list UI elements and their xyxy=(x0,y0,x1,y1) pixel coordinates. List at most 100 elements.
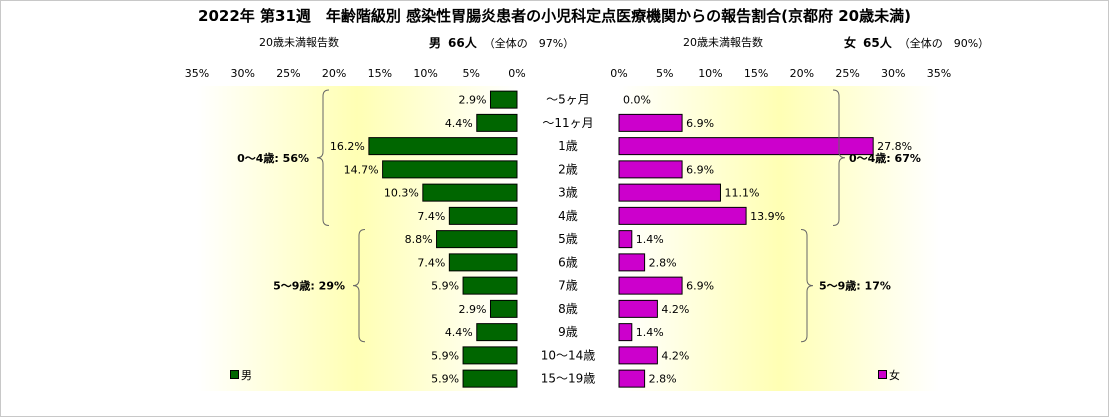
male-data-label: 7.4% xyxy=(417,210,445,223)
female-bar xyxy=(618,369,646,388)
male-data-label: 2.9% xyxy=(459,303,487,316)
male-bar xyxy=(368,137,518,156)
male-group-annotation: 5～9歳: 29% xyxy=(273,279,345,293)
female-bar xyxy=(618,346,658,365)
female-data-label: 11.1% xyxy=(724,187,759,200)
category-label: 4歳 xyxy=(558,209,578,223)
female-bar xyxy=(618,230,633,249)
female-share: （全体の 90%） xyxy=(898,37,990,50)
male-x-tick-label: 30% xyxy=(230,67,254,80)
male-data-label: 14.7% xyxy=(344,163,379,176)
male-bar xyxy=(448,253,518,272)
female-x-tick-label: 5% xyxy=(656,67,673,80)
chart-title: 2022年 第31週 年齢階級別 感染性胃腸炎患者の小児科定点医療機関からの報告… xyxy=(198,7,911,25)
male-data-label: 4.4% xyxy=(445,117,473,130)
female-bar xyxy=(618,253,646,272)
female-data-label: 4.2% xyxy=(661,303,689,316)
male-x-tick-label: 25% xyxy=(276,67,300,80)
male-legend-label: 男 xyxy=(241,369,252,382)
male-data-label: 16.2% xyxy=(330,140,365,153)
male-data-label: 7.4% xyxy=(417,256,445,269)
male-data-label: 5.9% xyxy=(431,349,459,362)
female-bar xyxy=(618,206,747,225)
male-group-annotation: 0～4歳: 56% xyxy=(237,151,309,165)
category-label: 10～14歳 xyxy=(541,348,596,362)
male-legend-swatch xyxy=(230,370,239,379)
female-x-tick-label: 15% xyxy=(744,67,768,80)
female-count: 65人 xyxy=(863,36,892,50)
female-x-tick-label: 25% xyxy=(835,67,859,80)
male-data-label: 5.9% xyxy=(431,280,459,293)
female-x-tick-label: 10% xyxy=(698,67,722,80)
female-legend: 女 xyxy=(878,367,900,383)
male-report-label: 20歳未満報告数 xyxy=(259,36,339,49)
male-brace xyxy=(352,229,366,343)
female-brace xyxy=(832,89,846,226)
male-data-label: 4.4% xyxy=(445,326,473,339)
female-bar xyxy=(618,137,874,156)
female-legend-label: 女 xyxy=(889,369,900,382)
male-bar xyxy=(489,90,518,109)
female-header: 女 65人 （全体の 90%） xyxy=(844,34,989,51)
category-label: 2歳 xyxy=(558,162,578,176)
category-label: 9歳 xyxy=(558,325,578,339)
male-bar xyxy=(462,276,518,295)
male-count: 66人 xyxy=(448,36,477,50)
female-report-label: 20歳未満報告数 xyxy=(683,36,763,49)
category-label: 1歳 xyxy=(558,139,578,153)
female-x-tick-label: 0% xyxy=(610,67,627,80)
female-gender-label: 女 xyxy=(844,36,857,50)
female-data-label: 6.9% xyxy=(686,163,714,176)
female-data-label: 4.2% xyxy=(661,349,689,362)
category-label: 6歳 xyxy=(558,255,578,269)
female-legend-swatch xyxy=(878,370,887,379)
male-bar xyxy=(448,206,518,225)
category-label: 7歳 xyxy=(558,279,578,293)
female-bar xyxy=(618,160,683,179)
female-bar xyxy=(618,299,658,318)
male-brace xyxy=(316,89,330,226)
female-group-annotation: 0～4歳: 67% xyxy=(849,151,921,165)
female-plot-area xyxy=(619,86,939,391)
male-x-tick-label: 0% xyxy=(508,67,525,80)
male-bar xyxy=(476,113,518,132)
female-data-label: 6.9% xyxy=(686,280,714,293)
male-data-label: 8.8% xyxy=(405,233,433,246)
male-header: 男 66人 （全体の 97%） xyxy=(429,34,574,51)
female-data-label: 1.4% xyxy=(636,326,664,339)
male-x-tick-label: 10% xyxy=(413,67,437,80)
male-data-label: 2.9% xyxy=(459,94,487,107)
female-bar xyxy=(618,323,633,342)
male-bar xyxy=(436,230,518,249)
category-label: 3歳 xyxy=(558,186,578,200)
female-data-label: 6.9% xyxy=(686,117,714,130)
male-bar xyxy=(462,346,518,365)
male-bar xyxy=(422,183,518,202)
female-data-label: 13.9% xyxy=(750,210,785,223)
male-bar xyxy=(382,160,518,179)
female-bar xyxy=(618,183,721,202)
female-group-annotation: 5～9歳: 17% xyxy=(819,279,891,293)
male-x-tick-label: 35% xyxy=(185,67,209,80)
category-label: ～11ヶ月 xyxy=(542,116,593,130)
male-data-label: 5.9% xyxy=(431,373,459,386)
male-x-tick-label: 5% xyxy=(463,67,480,80)
female-data-label: 1.4% xyxy=(636,233,664,246)
male-bar xyxy=(489,299,518,318)
category-label: ～5ヶ月 xyxy=(546,93,590,107)
female-x-tick-label: 20% xyxy=(790,67,814,80)
male-gender-label: 男 xyxy=(429,36,442,50)
male-share: （全体の 97%） xyxy=(483,37,575,50)
female-bar xyxy=(618,276,683,295)
female-bar xyxy=(618,113,683,132)
male-data-label: 10.3% xyxy=(384,187,419,200)
female-brace xyxy=(800,229,814,343)
category-label: 8歳 xyxy=(558,302,578,316)
category-label: 15～19歳 xyxy=(541,372,596,386)
female-x-tick-label: 30% xyxy=(881,67,905,80)
female-data-label: 0.0% xyxy=(623,94,651,107)
female-data-label: 2.8% xyxy=(649,373,677,386)
category-label: 5歳 xyxy=(558,232,578,246)
